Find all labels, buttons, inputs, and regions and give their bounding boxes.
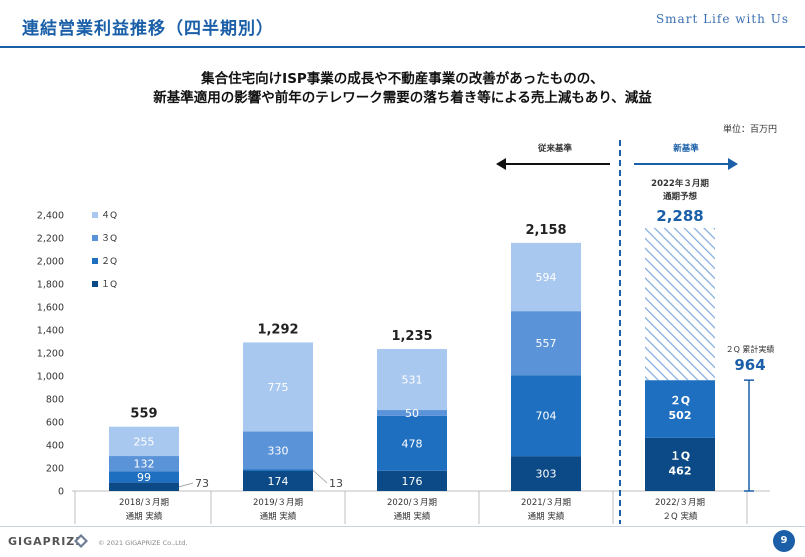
x-tick-label: 2022/３月期: [655, 498, 705, 508]
bar-segment-2q-5: [645, 380, 715, 438]
bar-segment-1q-4: [511, 456, 581, 491]
bar-segment-1q-5: [645, 437, 715, 491]
segment-name: １Q: [670, 449, 690, 462]
brand-tagline: Smart Life with Us: [655, 12, 789, 26]
x-tick-label: 2019/３月期: [253, 498, 303, 508]
x-tick-label: 通期 実績: [394, 511, 431, 522]
value-label: 174: [268, 475, 289, 488]
value-label: 531: [402, 374, 423, 387]
x-tick-label: 2021/３月期: [521, 498, 571, 508]
y-tick-label: 2,200: [37, 234, 64, 245]
value-label: 255: [134, 435, 155, 448]
page-title: 連結営業利益推移（四半期別）: [22, 19, 274, 39]
left-arrow-head-icon: [496, 158, 506, 170]
legend-label: １Q: [101, 280, 117, 290]
legend-swatch: [92, 281, 98, 287]
copyright: © 2021 GIGAPRIZE Co.,Ltd.: [98, 539, 188, 547]
x-tick-label: 通期 実績: [260, 511, 297, 522]
x-tick-label: 2018/３月期: [119, 498, 169, 508]
bar-segment-4q-2: [243, 342, 313, 432]
value-label: 594: [536, 271, 557, 284]
y-tick-label: 600: [46, 418, 64, 429]
total-label: 1,235: [391, 329, 432, 344]
bar-segment-2q-1: [109, 471, 179, 483]
footer-divider: [0, 526, 805, 527]
legend-label: ２Q: [101, 257, 117, 267]
value-label: 502: [669, 409, 692, 422]
value-label: 50: [405, 407, 419, 420]
bar-segment-3q-2: [243, 431, 313, 470]
bar-segment-3q-3: [377, 410, 447, 416]
y-tick-label: 1,000: [37, 372, 64, 383]
page-number: 9: [773, 530, 795, 552]
bar-segment-4q-1: [109, 426, 179, 457]
headline: 集合住宅向けISP事業の成長や不動産事業の改善があったものの、 新基準適用の影響…: [0, 70, 805, 108]
new-standard-label: 新基準: [673, 143, 699, 154]
bar-segment-2q-4: [511, 375, 581, 457]
forecast-value: 2,288: [656, 207, 703, 225]
y-tick-label: 400: [46, 441, 64, 452]
total-label: 2,158: [525, 223, 566, 238]
bar-segment-4q-4: [511, 242, 581, 312]
bar-segment-1q-1: [109, 482, 179, 491]
cumulative-label: ２Q 累計実績: [726, 344, 775, 354]
leader-line: [178, 482, 194, 488]
value-label: 462: [669, 464, 692, 477]
forecast-label: 通期予想: [663, 191, 698, 202]
total-label: 1,292: [257, 322, 298, 337]
y-tick-label: 1,400: [37, 326, 64, 337]
total-label: 559: [130, 407, 157, 422]
value-label: 704: [536, 410, 557, 423]
unit-label: 単位：百万円: [722, 125, 777, 135]
y-tick-label: 800: [46, 395, 64, 406]
legend-label: ４Q: [101, 211, 117, 221]
y-tick-label: 2,000: [37, 257, 64, 268]
x-tick-label: 2020/３月期: [387, 498, 437, 508]
value-label: 176: [402, 475, 423, 488]
legend-label: ３Q: [101, 234, 117, 244]
legend-swatch: [92, 212, 98, 218]
forecast-bar: [645, 227, 715, 381]
bar-segment-1q-2: [243, 470, 313, 491]
value-label: 775: [268, 381, 289, 394]
headline-line-1: 集合住宅向けISP事業の成長や不動産事業の改善があったものの、: [201, 71, 604, 87]
y-tick-label: 2,400: [37, 211, 64, 222]
value-label: 132: [134, 458, 155, 471]
value-label: 478: [402, 437, 423, 450]
headline-line-2: 新基準適用の影響や前年のテレワーク需要の落ち着き等による売上減もあり、減益: [153, 90, 652, 106]
bar-segment-4q-3: [377, 348, 447, 411]
bar-segment-3q-4: [511, 311, 581, 376]
y-tick-label: 1,800: [37, 280, 64, 291]
value-label: 13: [329, 477, 343, 490]
bar-segment-2q-2: [243, 469, 313, 471]
segment-name: ２Q: [670, 394, 690, 407]
bar-segment-1q-3: [377, 470, 447, 491]
y-tick-label: 0: [58, 487, 64, 498]
old-standard-label: 従来基準: [537, 143, 573, 154]
bar-segment-2q-3: [377, 415, 447, 471]
value-label: 303: [536, 468, 557, 481]
legend-swatch: [92, 258, 98, 264]
legend-swatch: [92, 235, 98, 241]
x-tick-label: ２Q 実績: [663, 511, 698, 522]
bar-segment-3q-1: [109, 456, 179, 472]
value-label: 73: [195, 477, 209, 490]
y-tick-label: 200: [46, 464, 64, 475]
value-label: 99: [137, 471, 151, 484]
company-logo: GIGAPRIZE: [8, 535, 84, 548]
value-label: 330: [268, 445, 289, 458]
logo-mark-icon: [74, 534, 88, 548]
cumulative-value: 964: [734, 356, 765, 374]
y-tick-label: 1,600: [37, 303, 64, 314]
y-tick-label: 1,200: [37, 349, 64, 360]
x-tick-label: 通期 実績: [528, 511, 565, 522]
leader-line: [312, 469, 328, 484]
right-arrow-head-icon: [728, 158, 738, 170]
forecast-label: 2022年３月期: [651, 178, 709, 189]
value-label: 557: [536, 337, 557, 350]
x-tick-label: 通期 実績: [126, 511, 163, 522]
title-divider: [0, 46, 805, 48]
